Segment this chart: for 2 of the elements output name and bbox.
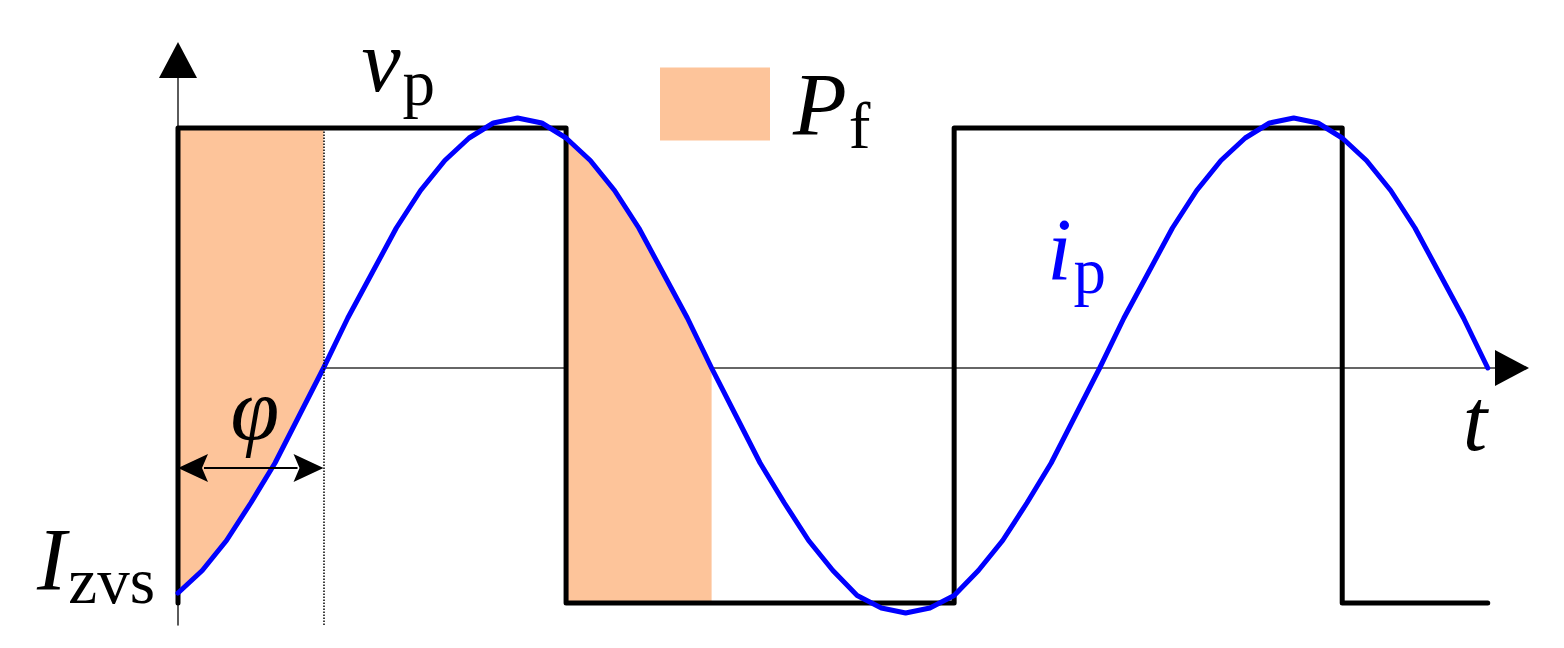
x-axis-title: t (1462, 371, 1490, 469)
annotation: φ (230, 360, 280, 458)
